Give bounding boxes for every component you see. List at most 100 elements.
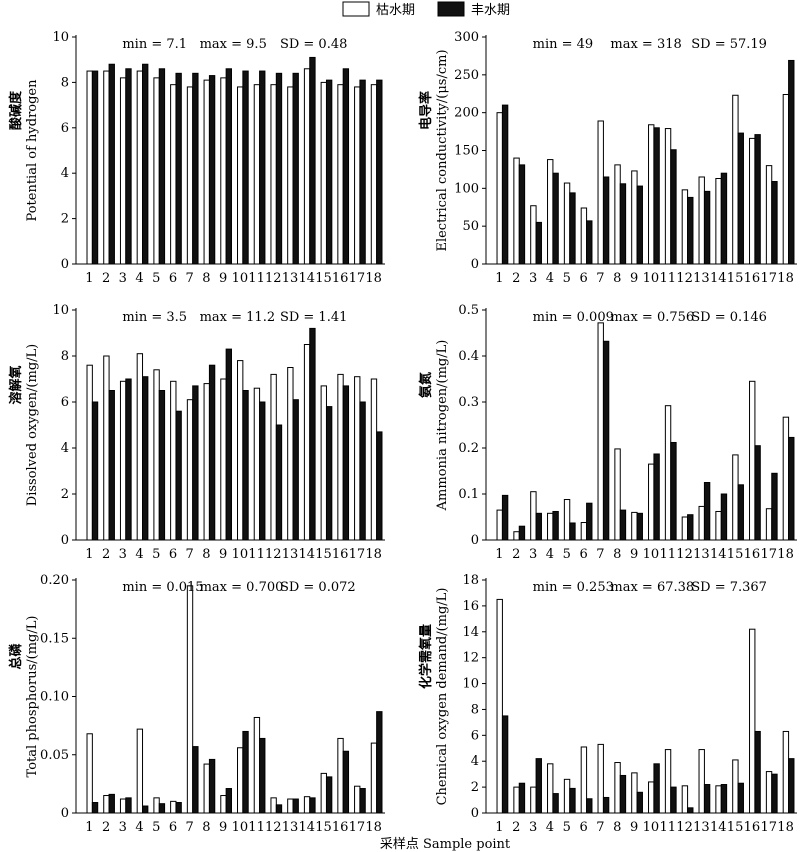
bar-dry xyxy=(597,322,604,541)
stat-label: max = 318 xyxy=(610,37,681,52)
y-tick-label: 0.20 xyxy=(40,573,69,588)
bar-dry xyxy=(547,763,554,814)
bar-wet xyxy=(158,390,166,541)
bar-wet xyxy=(788,436,795,541)
x-tick-label: 6 xyxy=(579,820,587,835)
bar-wet xyxy=(342,385,350,541)
x-tick-label: 2 xyxy=(512,820,520,835)
x-tick-label: 3 xyxy=(529,820,537,835)
bar-dry xyxy=(103,70,110,265)
bar-dry xyxy=(136,70,144,265)
bar-wet xyxy=(142,376,149,541)
x-tick-label: 9 xyxy=(630,820,638,835)
y-tick-label: 8 xyxy=(471,702,479,717)
bar-wet xyxy=(275,72,283,265)
bar-wet xyxy=(292,399,299,541)
x-tick-label: 5 xyxy=(563,820,571,835)
bar-dry xyxy=(203,763,210,814)
bar-wet xyxy=(636,512,643,541)
bar-dry xyxy=(170,800,177,814)
x-tick-label: 14 xyxy=(298,547,315,562)
x-tick-label: 10 xyxy=(232,820,249,835)
bar-dry xyxy=(563,499,571,541)
bar-wet xyxy=(670,786,677,814)
y-axis-label-en: Dissolved oxygen/(mg/L) xyxy=(25,344,40,506)
bar-dry xyxy=(86,733,93,814)
x-tick-label: 4 xyxy=(546,271,554,286)
bar-wet xyxy=(501,494,509,541)
x-tick-label: 12 xyxy=(676,547,693,562)
bar-dry xyxy=(530,786,537,814)
bar-dry xyxy=(681,516,689,541)
x-tick-label: 15 xyxy=(315,271,332,286)
bar-dry xyxy=(681,189,689,265)
bar-dry xyxy=(631,772,638,814)
stat-label: SD = 0.072 xyxy=(280,580,356,595)
bar-dry xyxy=(337,737,344,814)
y-axis-label-cn: 电导率 xyxy=(418,91,434,130)
bar-dry xyxy=(253,84,261,265)
x-tick-label: 5 xyxy=(152,547,160,562)
bar-dry xyxy=(749,137,756,265)
legend-wet-swatch xyxy=(437,1,465,17)
x-tick-label: 10 xyxy=(232,271,249,286)
bar-dry xyxy=(303,68,311,265)
bar-wet xyxy=(192,385,199,541)
x-tick-label: 5 xyxy=(152,271,160,286)
bar-wet xyxy=(225,68,232,265)
bar-wet xyxy=(175,410,182,541)
x-tick-label: 1 xyxy=(85,547,93,562)
x-tick-label: 2 xyxy=(512,547,520,562)
bar-wet xyxy=(653,453,660,541)
y-tick-label: 0 xyxy=(61,806,69,821)
bar-wet xyxy=(501,715,509,814)
x-tick-label: 6 xyxy=(579,271,587,286)
stat-label: SD = 0.48 xyxy=(280,37,347,52)
bar-dry xyxy=(513,531,520,541)
bar-dry xyxy=(86,70,93,265)
x-tick-label: 6 xyxy=(579,547,587,562)
y-tick-label: 300 xyxy=(454,30,479,45)
bar-dry xyxy=(496,509,503,541)
y-tick-label: 0.15 xyxy=(40,631,69,646)
y-tick-label: 18 xyxy=(462,573,479,588)
bar-wet xyxy=(737,782,744,814)
x-tick-label: 16 xyxy=(332,271,349,286)
y-axis-label-en: Electrical conductivity/(μs/cm) xyxy=(435,49,450,251)
bar-wet xyxy=(242,390,249,541)
bar-wet xyxy=(225,788,232,814)
bar-dry xyxy=(698,176,705,265)
x-tick-label: 5 xyxy=(563,547,571,562)
bar-dry xyxy=(320,772,327,814)
x-tick-label: 18 xyxy=(777,820,794,835)
bar-dry xyxy=(614,448,621,541)
bar-wet xyxy=(325,776,333,814)
bar-wet xyxy=(518,164,526,265)
x-tick-label: 6 xyxy=(169,547,177,562)
stat-label: SD = 0.146 xyxy=(691,310,767,325)
bar-dry xyxy=(631,170,638,265)
stat-label: min = 0.253 xyxy=(533,580,614,595)
bar-wet xyxy=(636,185,643,265)
bar-dry xyxy=(715,177,722,265)
y-tick-label: 2 xyxy=(61,487,69,502)
y-tick-label: 6 xyxy=(61,121,69,136)
bar-wet xyxy=(158,68,166,265)
bar-wet xyxy=(586,502,593,541)
bar-dry xyxy=(732,454,739,541)
y-tick-label: 200 xyxy=(454,106,479,121)
y-axis-label-cn: 氨氮 xyxy=(418,372,434,399)
stat-label: SD = 57.19 xyxy=(691,37,767,52)
bar-dry xyxy=(782,94,790,265)
bar-wet xyxy=(208,75,216,265)
y-tick-label: 4 xyxy=(61,441,69,456)
bar-dry xyxy=(119,77,127,265)
y-tick-label: 2 xyxy=(61,212,69,227)
y-tick-label: 0.1 xyxy=(458,487,479,502)
bar-dry xyxy=(337,84,344,265)
bar-wet xyxy=(325,79,333,265)
bar-dry xyxy=(103,795,110,814)
bar-wet xyxy=(275,804,283,814)
